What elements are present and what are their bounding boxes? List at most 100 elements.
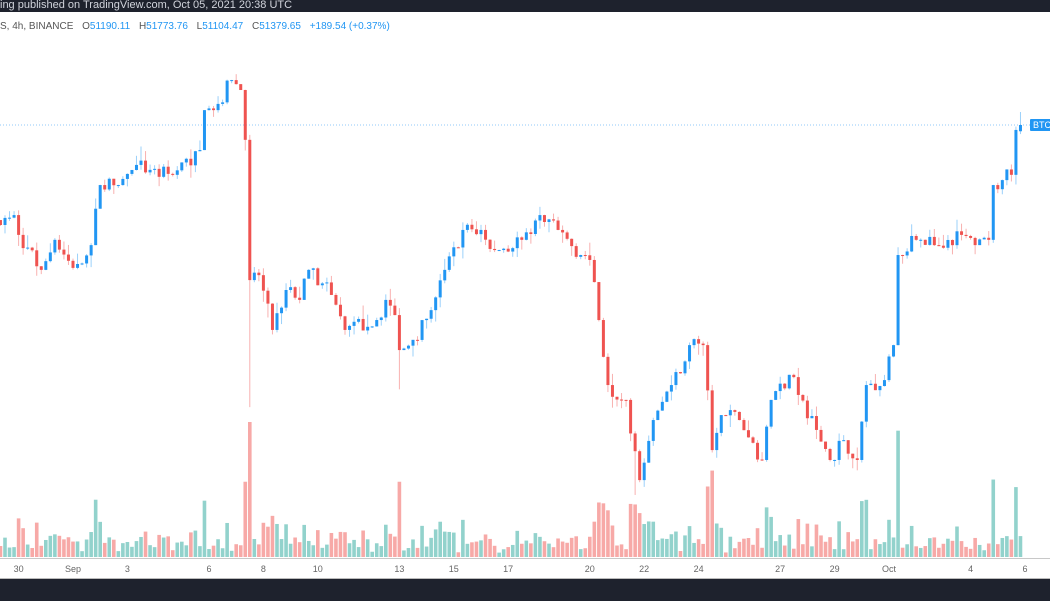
candle-up[interactable]: [193, 151, 197, 166]
candle-down[interactable]: [484, 229, 488, 240]
candle-up[interactable]: [225, 80, 229, 103]
candle-up[interactable]: [8, 217, 12, 219]
candle-up[interactable]: [370, 326, 374, 328]
candle-down[interactable]: [552, 219, 556, 221]
candle-down[interactable]: [0, 220, 2, 225]
candle-up[interactable]: [1000, 180, 1004, 190]
candle-down[interactable]: [189, 158, 193, 166]
candle-up[interactable]: [307, 269, 311, 279]
candle-up[interactable]: [311, 268, 315, 270]
candle-up[interactable]: [438, 280, 442, 298]
candle-up[interactable]: [98, 185, 102, 209]
candle-down[interactable]: [66, 254, 70, 261]
candle-up[interactable]: [139, 160, 143, 165]
candle-down[interactable]: [361, 318, 365, 331]
candle-up[interactable]: [284, 290, 288, 308]
candle-up[interactable]: [89, 245, 93, 256]
candle-down[interactable]: [35, 250, 39, 267]
candle-down[interactable]: [388, 299, 392, 306]
candle-up[interactable]: [107, 178, 111, 190]
candle-down[interactable]: [397, 315, 401, 351]
candle-up[interactable]: [864, 385, 868, 422]
candle-up[interactable]: [665, 391, 669, 402]
candle-up[interactable]: [48, 252, 52, 262]
candle-up[interactable]: [860, 421, 864, 460]
candle-up[interactable]: [955, 231, 959, 246]
candle-down[interactable]: [783, 383, 787, 389]
candle-up[interactable]: [116, 185, 120, 187]
candle-up[interactable]: [452, 247, 456, 257]
candle-down[interactable]: [248, 139, 252, 281]
candle-down[interactable]: [751, 437, 755, 443]
candle-up[interactable]: [719, 415, 723, 433]
candle-up[interactable]: [674, 372, 678, 386]
candle-up[interactable]: [80, 263, 84, 265]
candle-up[interactable]: [202, 110, 206, 151]
candle-up[interactable]: [688, 345, 692, 362]
candle-down[interactable]: [493, 248, 497, 251]
candle-down[interactable]: [574, 246, 578, 257]
candle-up[interactable]: [85, 255, 89, 264]
candle-down[interactable]: [21, 234, 25, 249]
candle-down[interactable]: [601, 320, 605, 357]
candle-down[interactable]: [606, 356, 610, 386]
candle-up[interactable]: [134, 164, 138, 170]
candle-up[interactable]: [94, 208, 98, 246]
candle-up[interactable]: [180, 162, 184, 171]
candle-down[interactable]: [298, 297, 302, 300]
candle-up[interactable]: [429, 310, 433, 319]
candle-down[interactable]: [416, 339, 420, 341]
candle-up[interactable]: [434, 297, 438, 311]
candle-down[interactable]: [393, 305, 397, 316]
time-axis[interactable]: 30 Sep 3 6 8 10 13 15 17 20 22 24 27 29 Oct 4 6: [0, 558, 1050, 579]
candle-up[interactable]: [810, 416, 814, 419]
candle-up[interactable]: [479, 229, 483, 235]
candle-up[interactable]: [660, 401, 664, 411]
candle-up[interactable]: [728, 410, 732, 416]
candle-up[interactable]: [1014, 129, 1018, 175]
candle-down[interactable]: [746, 430, 750, 438]
candle-up[interactable]: [765, 426, 769, 460]
candle-up[interactable]: [26, 247, 30, 249]
candle-up[interactable]: [502, 248, 506, 251]
candle-up[interactable]: [465, 224, 469, 230]
candle-up[interactable]: [683, 361, 687, 374]
candle-down[interactable]: [760, 459, 764, 461]
candle-down[interactable]: [941, 245, 945, 248]
candle-up[interactable]: [325, 282, 329, 284]
candle-up[interactable]: [656, 410, 660, 421]
candle-down[interactable]: [733, 410, 737, 412]
candle-down[interactable]: [316, 268, 320, 286]
candle-up[interactable]: [946, 239, 950, 248]
candle-up[interactable]: [642, 462, 646, 481]
candle-up[interactable]: [175, 170, 179, 175]
candle-down[interactable]: [701, 343, 705, 346]
candle-up[interactable]: [669, 385, 673, 392]
candle-down[interactable]: [969, 235, 973, 238]
candle-down[interactable]: [624, 399, 628, 401]
candle-down[interactable]: [805, 400, 809, 419]
candle-down[interactable]: [742, 420, 746, 431]
candle-up[interactable]: [348, 325, 352, 330]
candle-up[interactable]: [842, 440, 846, 442]
candle-down[interactable]: [71, 260, 75, 268]
candle-down[interactable]: [697, 339, 701, 344]
candle-up[interactable]: [651, 420, 655, 441]
candle-up[interactable]: [153, 168, 157, 170]
candle-up[interactable]: [991, 185, 995, 240]
candle-down[interactable]: [638, 451, 642, 481]
candle-down[interactable]: [615, 396, 619, 400]
candle-up[interactable]: [910, 235, 914, 252]
candle-up[interactable]: [978, 239, 982, 246]
candle-up[interactable]: [252, 272, 256, 281]
candle-up[interactable]: [221, 102, 225, 104]
candle-down[interactable]: [873, 383, 877, 391]
candle-down[interactable]: [39, 266, 43, 270]
candle-up[interactable]: [352, 321, 356, 326]
candle-up[interactable]: [162, 166, 166, 177]
candle-up[interactable]: [647, 440, 651, 463]
candle-down[interactable]: [157, 168, 161, 177]
candle-up[interactable]: [406, 345, 410, 349]
candle-up[interactable]: [216, 103, 220, 111]
candle-up[interactable]: [905, 251, 909, 256]
